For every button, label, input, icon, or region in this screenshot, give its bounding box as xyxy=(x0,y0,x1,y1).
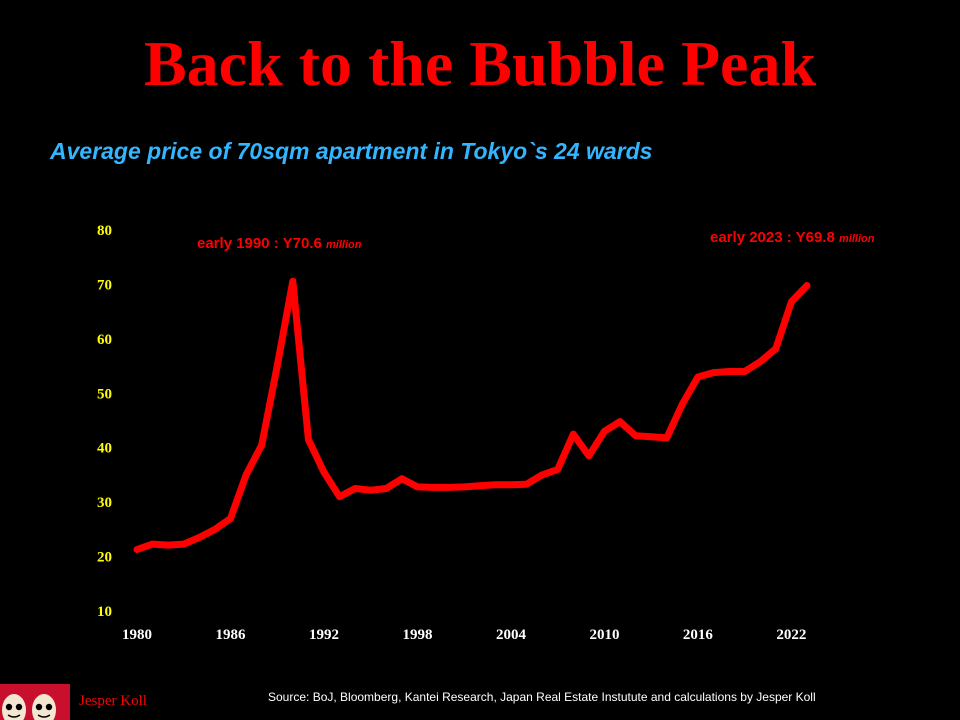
price-series-line xyxy=(133,277,811,553)
y-tick-label: 70 xyxy=(97,277,112,293)
x-tick-label: 1980 xyxy=(122,627,152,643)
y-tick-label: 10 xyxy=(97,604,112,620)
source-note: Source: BoJ, Bloomberg, Kantei Research,… xyxy=(268,690,816,704)
y-tick-label: 30 xyxy=(97,495,112,511)
y-tick-label: 60 xyxy=(97,332,112,348)
x-tick-label: 2022 xyxy=(776,627,806,643)
annotations: early 1990 : Y70.6 million early 2023 : Y… xyxy=(197,229,875,252)
author-name: Jesper Koll xyxy=(79,693,147,709)
x-tick-label: 2016 xyxy=(683,627,714,643)
x-tick-label: 1998 xyxy=(402,627,432,643)
x-tick-label: 2010 xyxy=(589,627,619,643)
y-axis-ticks: 10 20 30 40 50 60 70 80 xyxy=(97,223,112,620)
series-lines xyxy=(133,277,811,553)
y-tick-label: 50 xyxy=(97,386,112,402)
x-tick-label: 1992 xyxy=(309,627,339,643)
peak-annotation: early 2023 : Y69.8 million xyxy=(710,229,875,246)
y-tick-label: 40 xyxy=(97,441,112,457)
x-axis-ticks: 1980 1986 1992 1998 2004 2010 2016 2022 xyxy=(122,627,806,643)
x-tick-label: 1986 xyxy=(215,627,246,643)
peak-annotation: early 1990 : Y70.6 million xyxy=(197,235,362,252)
y-tick-label: 80 xyxy=(97,223,112,239)
chart-subtitle: Average price of 70sqm apartment in Toky… xyxy=(50,138,653,164)
x-tick-label: 2004 xyxy=(496,627,527,643)
y-tick-label: 20 xyxy=(97,550,112,566)
slide-title: Back to the Bubble Peak xyxy=(143,28,817,99)
daruma-doll-icon xyxy=(0,684,70,720)
